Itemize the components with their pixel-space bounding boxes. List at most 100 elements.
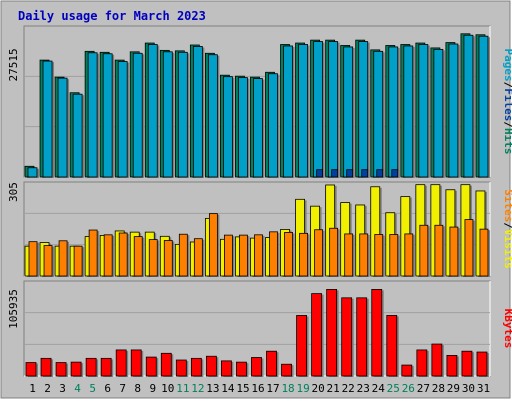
- y-tick-label-3: 105935: [7, 289, 20, 329]
- bar-files-31: [478, 35, 489, 178]
- x-tick-label-1: 1: [29, 382, 36, 395]
- y-tick-label-1: 27515: [7, 48, 20, 81]
- bar-sites-22: [344, 233, 354, 277]
- bar-files-26: [403, 45, 414, 178]
- chart-title: Daily usage for March 2023: [18, 9, 206, 23]
- bar-pages-25: [391, 169, 399, 178]
- bar-sites-23: [359, 233, 369, 277]
- bar-files-27: [418, 44, 429, 178]
- x-tick-label-5: 5: [89, 382, 96, 395]
- bar-sites-30: [464, 219, 474, 277]
- bar-sites-12: [193, 238, 203, 277]
- bar-sites-4: [73, 245, 83, 277]
- bar-kbytes-29: [446, 355, 458, 377]
- bar-kbytes-19: [296, 315, 307, 377]
- bar-files-24: [373, 50, 384, 178]
- bar-kbytes-5: [85, 357, 97, 377]
- x-tick-label-13: 13: [206, 382, 219, 395]
- bar-kbytes-18: [281, 363, 292, 377]
- bar-sites-9: [148, 239, 158, 277]
- bar-sites-6: [103, 234, 113, 277]
- x-tick-label-4: 4: [74, 382, 81, 395]
- bar-files-28: [433, 48, 444, 178]
- x-tick-label-24: 24: [372, 382, 386, 395]
- bar-files-13: [207, 54, 218, 178]
- bar-kbytes-4: [70, 361, 82, 377]
- legend-entry-hits: Hits: [502, 128, 512, 155]
- x-tick-label-2: 2: [44, 382, 51, 395]
- x-tick-label-23: 23: [357, 382, 370, 395]
- x-tick-label-22: 22: [342, 382, 355, 395]
- x-tick-label-19: 19: [296, 382, 309, 395]
- x-tick-label-25: 25: [387, 382, 400, 395]
- bar-files-2: [42, 60, 53, 178]
- bar-kbytes-1: [25, 362, 37, 377]
- bar-files-23: [358, 41, 369, 178]
- bar-files-7: [117, 61, 128, 178]
- x-tick-label-30: 30: [462, 382, 475, 395]
- bar-sites-18: [284, 232, 293, 277]
- x-tick-label-26: 26: [402, 382, 415, 395]
- bar-sites-28: [434, 224, 444, 277]
- x-tick-label-31: 31: [477, 382, 490, 395]
- bar-kbytes-27: [416, 349, 428, 377]
- bar-sites-29: [449, 226, 459, 277]
- x-tick-label-6: 6: [104, 382, 111, 395]
- bar-kbytes-23: [356, 297, 368, 377]
- bar-kbytes-30: [461, 350, 473, 377]
- bar-pages-23: [361, 169, 369, 178]
- bar-kbytes-31: [476, 351, 488, 377]
- x-tick-label-9: 9: [149, 382, 156, 395]
- bar-files-6: [102, 53, 113, 178]
- bar-files-18: [283, 45, 293, 178]
- bar-kbytes-13: [205, 355, 217, 377]
- bar-kbytes-22: [341, 297, 353, 377]
- bar-sites-21: [329, 227, 339, 277]
- bar-sites-20: [314, 229, 324, 277]
- legend-separator: /: [502, 222, 512, 229]
- bar-kbytes-2: [40, 357, 52, 377]
- legend-entry-visits: Visits: [502, 229, 512, 269]
- bar-kbytes-12: [190, 357, 202, 377]
- bar-kbytes-17: [266, 350, 277, 377]
- bar-kbytes-25: [386, 315, 398, 377]
- bar-files-10: [162, 51, 173, 178]
- bar-files-21: [328, 41, 339, 178]
- legend-2: Sites/Visits: [502, 189, 512, 269]
- x-tick-label-3: 3: [59, 382, 66, 395]
- bar-kbytes-20: [311, 293, 323, 377]
- x-tick-label-29: 29: [447, 382, 460, 395]
- x-tick-label-12: 12: [191, 382, 204, 395]
- bar-sites-17: [269, 231, 278, 277]
- bar-kbytes-14: [221, 360, 232, 377]
- legend-entry-kbytes: KBytes: [502, 309, 512, 349]
- bar-sites-13: [208, 213, 218, 277]
- bar-kbytes-10: [160, 352, 172, 377]
- bar-files-15: [238, 77, 248, 178]
- bar-sites-5: [88, 229, 98, 277]
- x-tick-label-15: 15: [236, 382, 249, 395]
- bar-kbytes-15: [236, 361, 247, 377]
- x-tick-label-27: 27: [417, 382, 430, 395]
- bar-kbytes-9: [145, 356, 157, 377]
- x-tick-label-20: 20: [312, 382, 325, 395]
- legend-separator: /: [502, 121, 512, 128]
- bar-files-4: [72, 93, 83, 178]
- bar-files-22: [343, 46, 354, 178]
- bar-kbytes-24: [371, 289, 383, 377]
- bar-kbytes-26: [401, 364, 413, 377]
- x-tick-label-11: 11: [176, 382, 189, 395]
- bar-sites-25: [389, 234, 399, 277]
- x-tick-label-10: 10: [161, 382, 174, 395]
- bar-files-17: [268, 73, 278, 178]
- x-tick-label-28: 28: [432, 382, 445, 395]
- bar-sites-2: [43, 245, 53, 277]
- bar-sites-7: [118, 232, 128, 277]
- bar-files-16: [253, 78, 263, 178]
- bar-sites-27: [419, 224, 429, 277]
- bar-kbytes-7: [115, 349, 127, 377]
- bar-sites-11: [178, 233, 188, 277]
- x-tick-label-17: 17: [266, 382, 279, 395]
- bar-files-25: [388, 46, 399, 178]
